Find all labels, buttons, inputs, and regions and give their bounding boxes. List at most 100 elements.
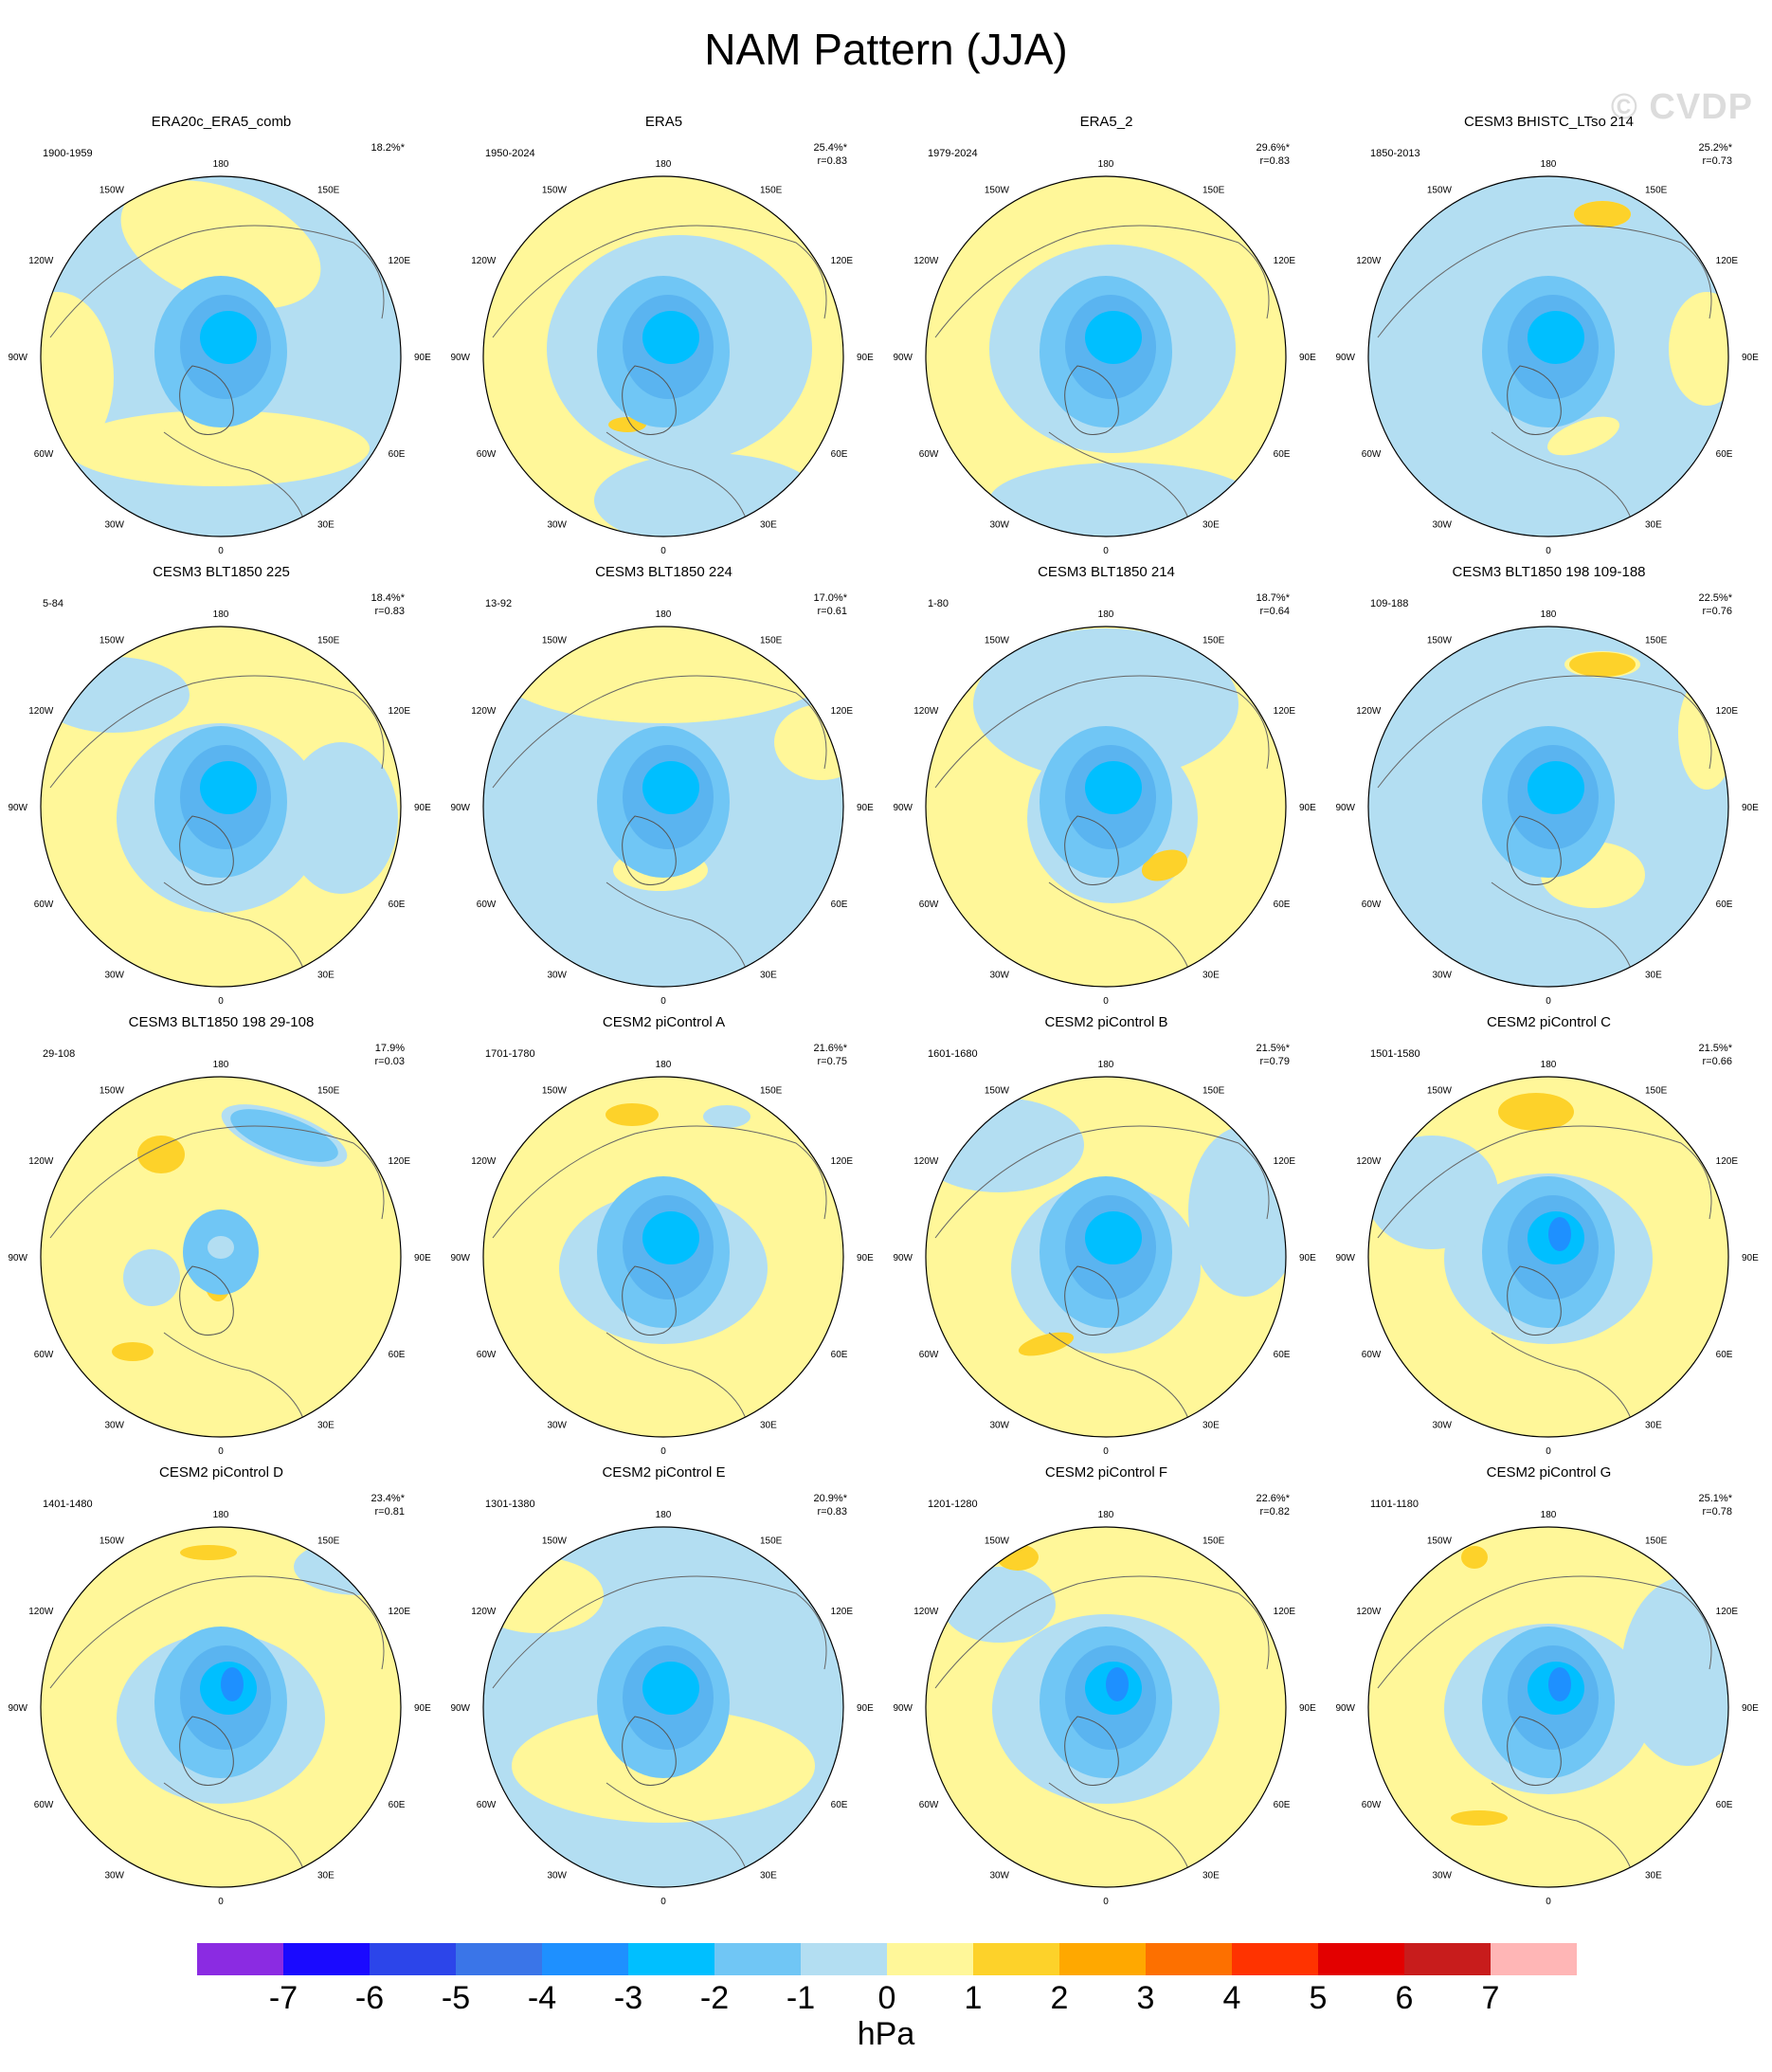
longitude-label: 150W [542,185,568,195]
arctic-anomaly-center [1085,761,1142,814]
longitude-label: 30E [1202,971,1220,981]
color-legend-labels: -7 -6 -5 -4 -3 -2 -1 0 1 2 3 4 5 6 7 [0,1979,1772,2017]
positive-anomaly-region [41,292,114,463]
longitude-label: 150W [985,1536,1010,1546]
longitude-label: 120E [831,256,854,266]
longitude-label: 120W [1356,1607,1382,1617]
coastline [1064,1265,1119,1336]
legend-color-box [801,1943,887,1975]
longitude-label: 150E [317,1536,340,1546]
positive-anomaly-region [120,180,321,309]
arctic-anomaly-center [1085,311,1142,364]
map-panel: CESM2 piControl C 1501-1580 21.5%* r=0.66 18… [1328,1014,1770,1460]
panel-years: 1979-2024 [928,148,978,159]
legend-color-box [456,1943,542,1975]
longitude-label: 30W [989,971,1009,981]
longitude-label: 60E [831,900,848,910]
polar-stereographic-map: 180 150E 120E 90E 60E 30E 0 30W 60W 90W 120W 150W [450,159,874,556]
polar-stereographic-map: 180 150E 120E 90E 60E 30E 0 30W 60W 90W 120W 150W [450,1060,874,1457]
longitude-label: 150E [1202,1085,1225,1096]
map-boundary [1367,175,1729,537]
legend-tick-label: 5 [1309,1980,1328,2016]
longitude-label: 30E [317,971,335,981]
coastline [1491,431,1635,528]
figure-title: NAM Pattern (JJA) [704,25,1068,74]
map-boundary [40,626,402,988]
positive-anomaly-core [1498,1093,1574,1131]
coastline [1377,675,1712,789]
longitude-label: 180 [656,159,672,170]
panel-variance-explained: 20.9%* [813,1493,847,1504]
legend-tick-label: -1 [786,1980,816,2016]
polar-stereographic-map: 180 150E 120E 90E 60E 30E 0 30W 60W 90W 120W 150W [450,1510,874,1907]
panel-years: 1701-1780 [485,1048,535,1060]
longitude-label: 60E [1716,1350,1733,1360]
panel-years: 5-84 [43,598,64,609]
longitude-label: 150W [99,1085,125,1096]
panel-correlation: r=0.79 [1259,1056,1291,1067]
map-panel: ERA20c_ERA5_comb 1900-1959 18.2%* 180 150E 12… [0,114,443,559]
map-panel: CESM3 BLT1850 198 109-188 109-188 22.5%* r=… [1328,564,1770,1009]
map-panel: CESM2 piControl B 1601-1680 21.5%* r=0.79 18… [885,1014,1328,1460]
coastline [1377,1575,1712,1689]
positive-anomaly-core [112,1342,154,1361]
arctic-anomaly-center [642,761,699,814]
panel-correlation: r=0.83 [817,1506,848,1518]
coastline [606,1782,750,1879]
longitude-label: 30W [104,1421,124,1431]
panel-correlation: r=0.76 [1702,606,1733,617]
longitude-label: 180 [1098,1060,1114,1070]
longitude-label: 60E [1716,900,1733,910]
longitude-label: 90W [450,1703,470,1714]
longitude-label: 90W [893,1253,913,1263]
legend-tick-label: -6 [354,1980,385,2016]
panel-years: 109-188 [1370,598,1409,609]
panel-variance-explained: 29.6%* [1256,142,1290,154]
longitude-label: 60E [1274,1800,1291,1810]
longitude-label: 90E [414,1253,431,1263]
polar-stereographic-map: 180 150E 120E 90E 60E 30E 0 30W 60W 90W 120W 150W [8,609,431,1007]
coastline [179,1716,234,1786]
map-boundary [925,1526,1287,1888]
longitude-label: 90W [893,1703,913,1714]
arctic-anomaly-center [642,311,699,364]
longitude-label: 30E [760,1421,777,1431]
longitude-label: 90E [414,353,431,363]
positive-anomaly-core [1461,1546,1488,1569]
panel-years: 1101-1180 [1370,1499,1419,1510]
longitude-label: 120E [1274,1607,1296,1617]
coastline [622,1265,677,1336]
panel-years: 1401-1480 [43,1499,93,1510]
coastline [492,1125,827,1239]
longitude-label: 150E [760,635,783,645]
longitude-label: 0 [218,996,224,1007]
longitude-label: 180 [213,1060,229,1070]
longitude-label: 150E [1645,185,1668,195]
coastline [49,1125,385,1239]
panel-variance-explained: 25.1%* [1698,1493,1732,1504]
map-panel: CESM2 piControl G 1101-1180 25.1%* r=0.78 18… [1328,1464,1770,1910]
longitude-label: 120E [831,706,854,717]
longitude-label: 120W [471,1156,497,1167]
longitude-label: 0 [1546,1446,1551,1457]
positive-anomaly-region [483,1557,604,1633]
longitude-label: 150E [317,635,340,645]
polar-stereographic-map: 180 150E 120E 90E 60E 30E 0 30W 60W 90W 120W 150W [1335,609,1759,1007]
legend-color-box [973,1943,1059,1975]
longitude-label: 0 [660,996,666,1007]
longitude-label: 120E [1274,706,1296,717]
longitude-label: 90E [1299,1703,1316,1714]
coastline [492,1575,827,1689]
longitude-label: 90W [8,1703,27,1714]
longitude-label: 90W [8,1253,27,1263]
longitude-label: 180 [1541,609,1557,620]
map-boundary [925,626,1287,988]
map-boundary [1367,626,1729,988]
longitude-label: 60W [34,1800,54,1810]
longitude-label: 120W [1356,256,1382,266]
coastline [1064,365,1119,435]
longitude-label: 30W [1432,520,1452,531]
longitude-label: 60W [919,1800,939,1810]
positive-anomaly-core [606,1103,659,1126]
longitude-label: 60W [34,1350,54,1360]
